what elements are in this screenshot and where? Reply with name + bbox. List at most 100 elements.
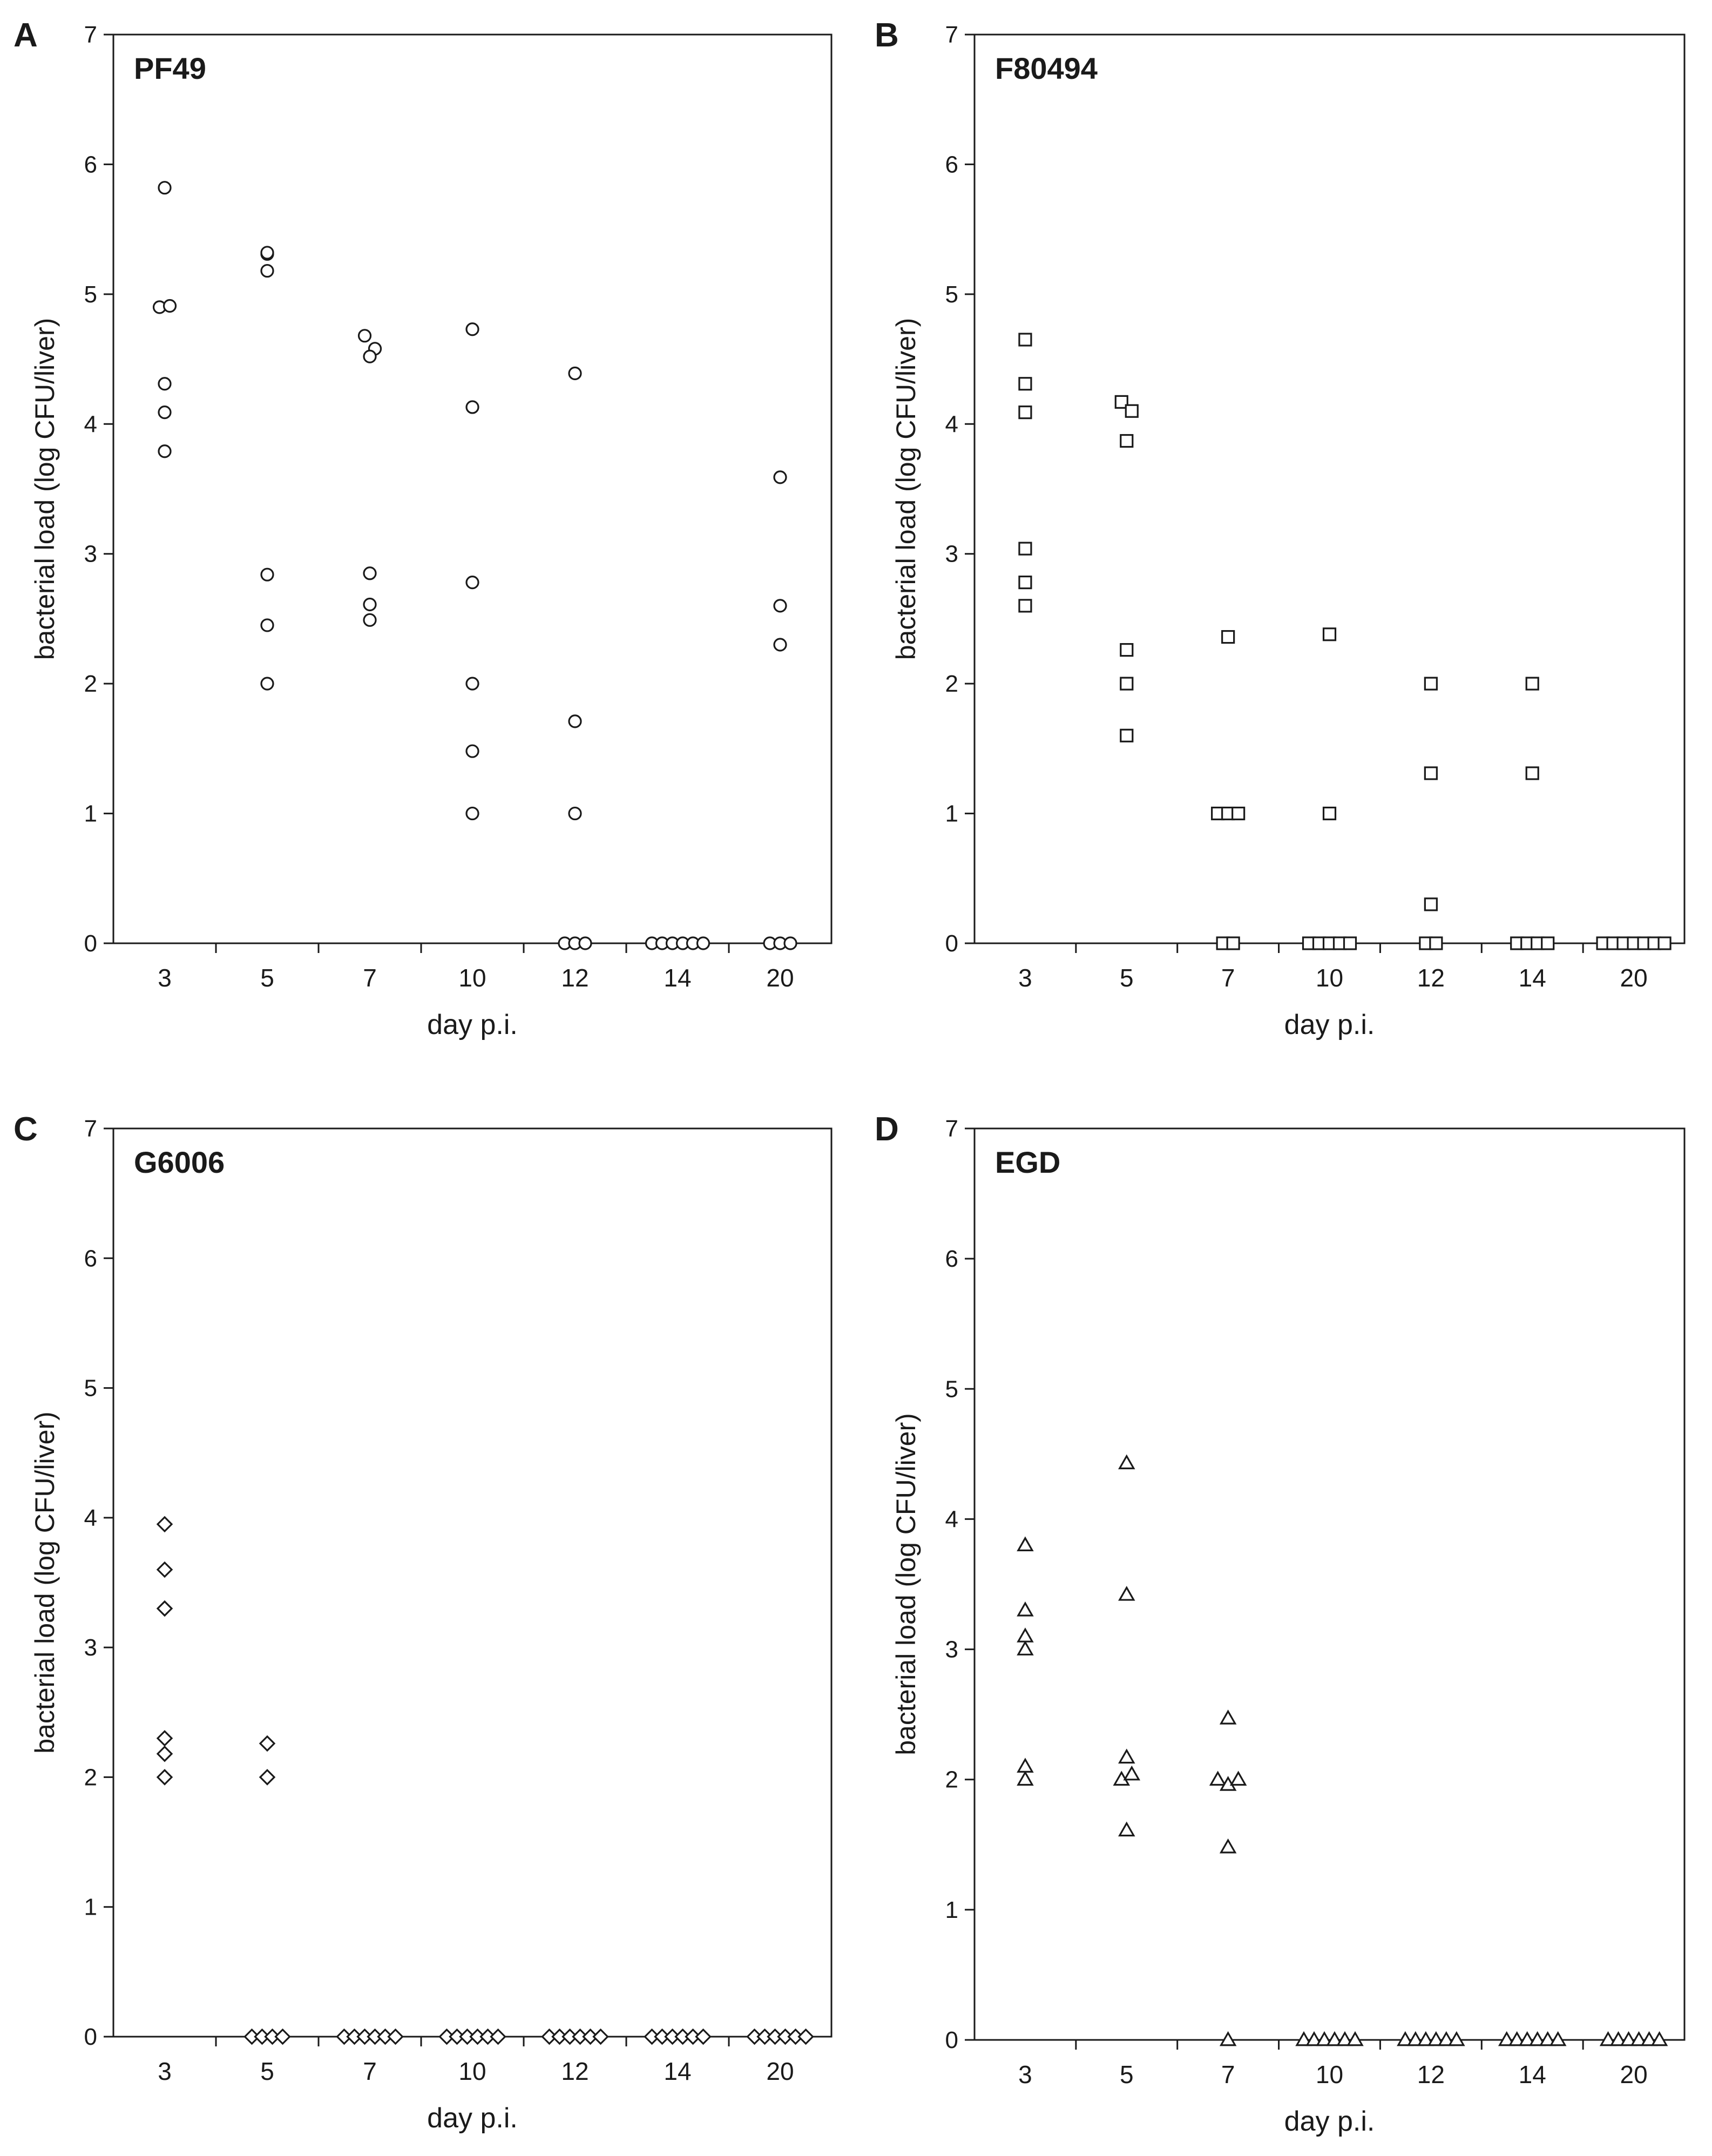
- data-point: [259, 1769, 276, 1786]
- data-point: [1427, 2031, 1445, 2046]
- data-point: [696, 936, 710, 950]
- data-point: [773, 638, 787, 652]
- y-tick-label: 1: [84, 801, 97, 827]
- data-point: [1599, 2031, 1617, 2046]
- data-point: [1017, 1601, 1034, 1617]
- data-point: [465, 677, 479, 691]
- data-point: [363, 613, 377, 627]
- data-point: [1120, 434, 1134, 448]
- data-point: [1123, 1765, 1141, 1781]
- y-tick-label: 3: [84, 1634, 97, 1661]
- x-axis-label: day p.i.: [427, 2103, 518, 2134]
- y-tick-label: 7: [945, 22, 958, 48]
- y-tick-label: 3: [84, 541, 97, 567]
- data-point: [592, 2028, 609, 2045]
- data-point: [387, 2028, 404, 2045]
- data-point: [260, 618, 274, 632]
- data-point: [1407, 2031, 1424, 2046]
- x-tick-label: 3: [158, 964, 172, 992]
- data-point: [1525, 766, 1539, 780]
- data-point: [1609, 2031, 1627, 2046]
- x-tick-label: 5: [260, 964, 274, 992]
- x-tick-label: 7: [1221, 2060, 1235, 2089]
- y-tick-label: 5: [84, 281, 97, 308]
- data-point: [260, 677, 274, 691]
- data-point: [1498, 2031, 1515, 2046]
- data-point: [578, 936, 592, 950]
- data-point: [1125, 404, 1139, 418]
- data-point: [1017, 1640, 1034, 1655]
- data-point: [158, 405, 172, 420]
- data-point: [156, 1745, 173, 1762]
- data-point: [274, 2028, 291, 2045]
- y-tick-label: 4: [945, 1506, 958, 1532]
- data-point: [1657, 936, 1672, 950]
- x-axis-label: day p.i.: [1284, 2106, 1375, 2137]
- data-point: [783, 936, 797, 950]
- panel-letter: A: [13, 17, 38, 54]
- data-point: [260, 263, 274, 278]
- y-axis-label: bacterial load (log CFU/liver): [30, 318, 60, 660]
- y-axis-label: bacterial load (log CFU/liver): [30, 1411, 60, 1754]
- x-axis-label: day p.i.: [427, 1009, 518, 1040]
- x-tick-label: 5: [1120, 2060, 1134, 2089]
- y-axis-label: bacterial load (log CFU/liver): [891, 318, 921, 660]
- y-tick-label: 2: [84, 1764, 97, 1790]
- data-point: [1114, 395, 1128, 409]
- y-tick-label: 6: [945, 151, 958, 178]
- data-point: [1343, 936, 1357, 950]
- data-point: [1018, 405, 1032, 420]
- data-point: [1017, 1627, 1034, 1643]
- y-tick-label: 6: [84, 151, 97, 178]
- data-point: [1118, 1586, 1135, 1601]
- y-tick-label: 0: [945, 2027, 958, 2053]
- data-point: [568, 714, 582, 728]
- data-point: [363, 597, 377, 612]
- y-tick-label: 1: [945, 801, 958, 827]
- data-point: [156, 1561, 173, 1578]
- x-tick-label: 10: [458, 2057, 486, 2085]
- data-point: [156, 1600, 173, 1617]
- y-tick-label: 2: [945, 671, 958, 697]
- data-point: [1640, 2031, 1658, 2046]
- x-tick-label: 10: [458, 964, 486, 992]
- data-point: [1231, 806, 1246, 821]
- data-point: [1017, 1536, 1034, 1552]
- plot-frame: [112, 33, 833, 944]
- x-tick-label: 14: [664, 2057, 691, 2085]
- x-tick-label: 12: [561, 2057, 588, 2085]
- data-point: [1229, 1770, 1247, 1786]
- y-tick-label: 5: [945, 1376, 958, 1402]
- x-tick-label: 20: [1620, 2060, 1647, 2089]
- data-point: [1120, 643, 1134, 657]
- y-tick-label: 7: [84, 22, 97, 48]
- data-point: [773, 470, 787, 484]
- data-point: [1518, 2031, 1536, 2046]
- panel-title: F80494: [995, 51, 1098, 85]
- data-point: [1219, 2031, 1237, 2046]
- data-point: [363, 566, 377, 580]
- y-tick-label: 4: [945, 411, 958, 437]
- data-point: [1316, 2031, 1333, 2046]
- y-tick-label: 2: [84, 671, 97, 697]
- data-point: [1018, 542, 1032, 556]
- data-point: [158, 444, 172, 458]
- data-point: [1549, 2031, 1567, 2046]
- y-tick-label: 0: [945, 930, 958, 957]
- data-point: [773, 599, 787, 613]
- x-tick-label: 7: [363, 2057, 377, 2085]
- x-axis-label: day p.i.: [1284, 1009, 1375, 1040]
- data-point: [1397, 2031, 1414, 2046]
- data-point: [695, 2028, 712, 2045]
- x-tick-label: 3: [158, 2057, 172, 2085]
- y-tick-label: 5: [945, 281, 958, 308]
- data-point: [156, 1516, 173, 1533]
- data-point: [797, 2028, 814, 2045]
- data-point: [1120, 677, 1134, 691]
- data-point: [1018, 333, 1032, 347]
- y-tick-label: 4: [84, 411, 97, 437]
